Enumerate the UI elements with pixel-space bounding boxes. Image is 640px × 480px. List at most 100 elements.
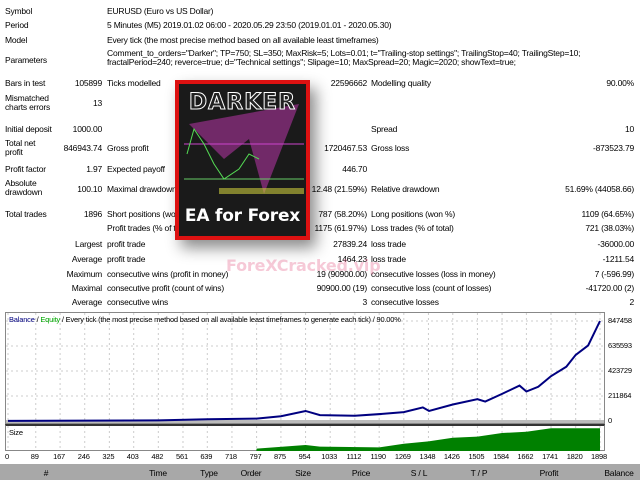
abs-dd-label: Absolute drawdown — [5, 178, 43, 197]
column-header[interactable]: Order — [240, 468, 262, 478]
avg-losses-label: consecutive losses — [371, 297, 439, 307]
size-chart-plot — [7, 426, 601, 451]
quality-label: Modelling quality — [371, 78, 431, 88]
net-profit-value: 846943.74 — [63, 143, 103, 153]
avg-wins-value: 3 — [362, 297, 367, 307]
max-wins-label: consecutive wins (profit in money) — [107, 269, 229, 279]
chart-legend: Balance / Equity / Every tick (the most … — [9, 315, 401, 324]
bars-value: 105899 — [74, 78, 102, 88]
logo-subtitle: EA for Forex — [184, 206, 301, 226]
period-value: 5 Minutes (M5) 2019.01.02 06:00 - 2020.0… — [107, 20, 392, 30]
bars-label: Bars in test — [5, 78, 46, 88]
ticks-value: 22596662 — [330, 78, 367, 88]
avg-loss-value: -1211.54 — [602, 254, 635, 264]
rel-dd-value: 51.69% (44058.66) — [565, 184, 634, 194]
maxl-profit-value: 90900.00 (19) — [316, 283, 368, 293]
x-tick-label: 1190 — [370, 452, 386, 461]
x-tick-label: 1662 — [517, 452, 534, 461]
parameters-value: Comment_to_orders="Darker"; TP=750; SL=3… — [107, 48, 581, 67]
column-header[interactable]: Size — [295, 468, 311, 478]
balance-chart-plot — [6, 313, 604, 423]
gross-profit-label: Gross profit — [107, 143, 149, 153]
x-tick-label: 1898 — [591, 452, 607, 461]
column-header[interactable]: S / L — [410, 468, 428, 478]
column-header[interactable]: Time — [149, 468, 167, 478]
ticks-label: Ticks modelled — [107, 78, 161, 88]
maxl-profit-label: consecutive profit (count of wins) — [107, 283, 224, 293]
x-tick-label: 1505 — [468, 452, 485, 461]
gross-loss-value: -873523.79 — [592, 143, 634, 153]
maxl-loss-label: consecutive loss (count of losses) — [371, 283, 492, 293]
x-tick-label: 403 — [126, 452, 139, 461]
largest-loss-label: loss trade — [371, 239, 406, 249]
y-tick-label: 0 — [608, 416, 612, 425]
avg-wins-label: consecutive wins — [107, 297, 169, 307]
mismatch-label: Mismatched charts errors — [5, 93, 51, 112]
y-tick-label: 635593 — [608, 341, 632, 350]
column-header[interactable]: Type — [200, 468, 218, 478]
zero-band — [6, 420, 604, 423]
max-losses-label: consecutive losses (loss in money) — [371, 269, 496, 279]
long-label: Long positions (won %) — [371, 209, 455, 219]
quality-value: 90.00% — [606, 78, 634, 88]
x-tick-label: 718 — [224, 452, 237, 461]
max-losses-value: 7 (-596.99) — [594, 269, 635, 279]
profit-factor-label: Profit factor — [5, 164, 46, 174]
maximum-label: Maximum — [66, 269, 103, 279]
x-tick-label: 1426 — [443, 452, 460, 461]
payoff-value: 446.70 — [342, 164, 367, 174]
column-header[interactable]: # — [43, 468, 49, 478]
x-tick-label: 167 — [53, 452, 66, 461]
model-value: Every tick (the most precise method base… — [107, 35, 379, 45]
avg-profit-value: 1464.23 — [337, 254, 368, 264]
column-header[interactable]: Profit — [539, 468, 559, 478]
short-value: 787 (58.20%) — [318, 209, 367, 219]
spread-value: 10 — [624, 124, 634, 134]
profit-trades-value: 1175 (61.97%) — [314, 223, 367, 233]
trades-label: Total trades — [5, 209, 47, 219]
column-header[interactable]: T / P — [470, 468, 488, 478]
max-dd-label: Maximal drawdown — [107, 184, 177, 194]
x-tick-label: 954 — [298, 452, 311, 461]
largest-profit-value: 27839.24 — [333, 239, 367, 249]
loss-trades-value: 721 (38.03%) — [585, 223, 634, 233]
column-header[interactable]: Balance — [604, 468, 634, 478]
avg-losses-value: 2 — [629, 297, 634, 307]
avg-profit-label: profit trade — [107, 254, 146, 264]
column-header[interactable]: Price — [351, 468, 371, 478]
mismatch-value: 13 — [92, 98, 102, 108]
logo-chart-graphic — [184, 104, 304, 194]
x-tick-label: 797 — [249, 452, 262, 461]
darker-ea-logo: DARKER EA for Forex — [175, 80, 310, 240]
profit-factor-value: 1.97 — [86, 164, 102, 174]
x-tick-label: 246 — [77, 452, 90, 461]
size-label: Size — [9, 428, 23, 437]
profit-trades-label: Profit trades (% of total) — [107, 223, 192, 233]
logo-title: DARKER — [188, 90, 297, 116]
size-area — [8, 428, 600, 451]
period-label: Period — [5, 20, 29, 30]
x-tick-label: 89 — [30, 452, 39, 461]
balance-chart: Balance / Equity / Every tick (the most … — [5, 312, 605, 424]
gross-profit-value: 1720467.53 — [324, 143, 367, 153]
x-tick-label: 1348 — [419, 452, 436, 461]
x-tick-label: 1820 — [566, 452, 583, 461]
x-tick-label: 1112 — [346, 452, 362, 461]
long-value: 1109 (64.65%) — [581, 209, 634, 219]
largest-loss-value: -36000.00 — [597, 239, 635, 249]
x-tick-label: 0 — [5, 452, 9, 461]
avg-loss-label: loss trade — [371, 254, 406, 264]
x-tick-label: 1033 — [321, 452, 338, 461]
max-wins-value: 19 (90900.00) — [316, 269, 368, 279]
y-tick-label: 847458 — [608, 316, 632, 325]
net-profit-label: Total net profit — [5, 138, 36, 157]
watermark-text: ForeXCracked.vip — [226, 256, 381, 275]
watermark: ForeXCracked.vip — [226, 256, 381, 275]
trades-value: 1896 — [83, 209, 102, 219]
legend-balance: Balance — [9, 315, 35, 324]
max-dd-value: 12.48 (21.59%) — [311, 184, 368, 194]
largest-profit-label: profit trade — [107, 239, 146, 249]
parameters-label: Parameters — [5, 55, 47, 65]
maximal-label: Maximal — [71, 283, 102, 293]
y-tick-label: 211864 — [608, 391, 632, 400]
